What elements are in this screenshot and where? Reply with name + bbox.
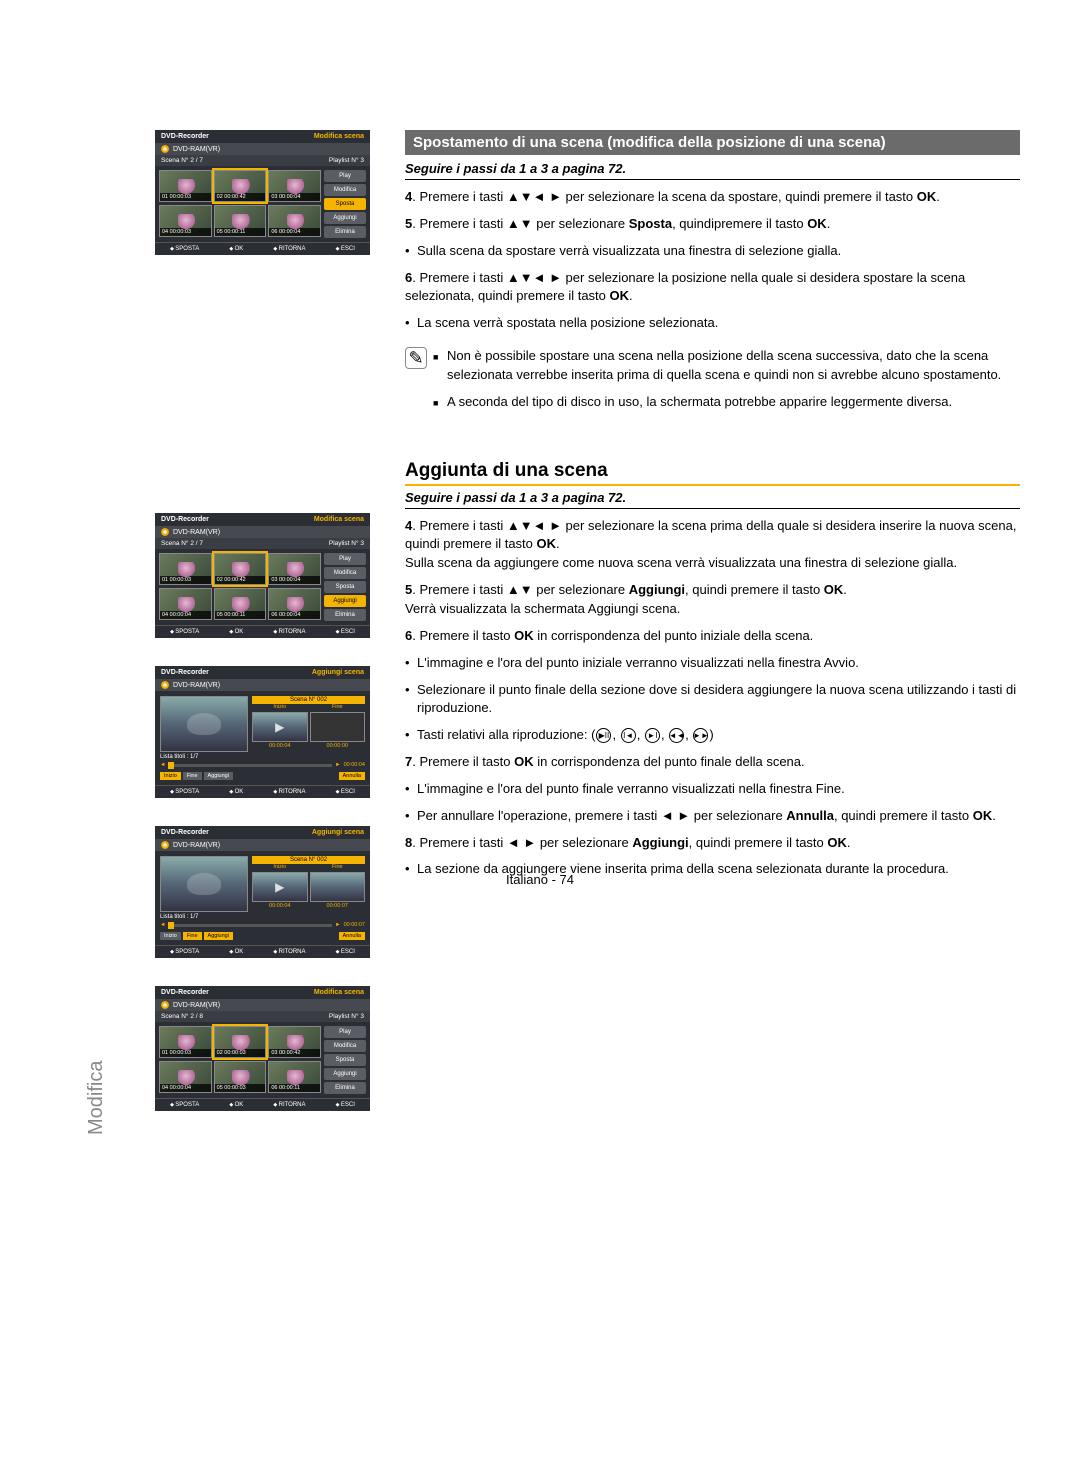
hdr-right: Modifica scena bbox=[314, 133, 364, 140]
scene-thumb: 01 00:00:03 bbox=[159, 170, 212, 202]
scene-thumb: 03 00:00:04 bbox=[268, 553, 321, 585]
page-number: Italiano - 74 bbox=[0, 872, 1080, 887]
panel-footer: SPOSTAOKRITORNAESCI bbox=[155, 242, 370, 255]
scene-thumb: 03 00:00:42 bbox=[268, 1026, 321, 1058]
scene-thumb: 01 00:00:03 bbox=[159, 1026, 212, 1058]
scene-thumb: 04 00:00:04 bbox=[159, 1061, 212, 1093]
scene-thumb: 01 00:00:03 bbox=[159, 553, 212, 585]
disc-icon bbox=[161, 528, 169, 536]
section2-title: Aggiunta di una scena bbox=[405, 460, 1020, 486]
screenshots-column: DVD-Recorder Modifica scena DVD-RAM(VR) S… bbox=[155, 130, 385, 1139]
section2-follow: Seguire i passi da 1 a 3 a pagina 72. bbox=[405, 490, 1020, 509]
disc-icon bbox=[161, 145, 169, 153]
scene-thumb: 06 00:00:11 bbox=[268, 1061, 321, 1093]
scene-thumb: 04 00:00:04 bbox=[159, 588, 212, 620]
section1-follow: Seguire i passi da 1 a 3 a pagina 72. bbox=[405, 161, 1020, 180]
scene-thumb: 02 00:00:03 bbox=[214, 1026, 267, 1058]
side-menu: Play Modifica Sposta Aggiungi Elimina bbox=[324, 170, 366, 238]
scene-thumb: 06 00:00:04 bbox=[268, 205, 321, 237]
disc-icon bbox=[161, 681, 169, 689]
section1-title: Spostamento di una scena (modifica della… bbox=[405, 130, 1020, 155]
panel-modifica-2: DVD-RecorderModifica scena DVD-RAM(VR) S… bbox=[155, 513, 370, 638]
hdr-left: DVD-Recorder bbox=[161, 133, 209, 140]
panel-aggiungi-1: DVD-RecorderAggiungi scena DVD-RAM(VR) S… bbox=[155, 666, 370, 798]
disc-icon bbox=[161, 1001, 169, 1009]
section2-steps: 4. Premere i tasti ▲▼◄ ► per selezionare… bbox=[405, 517, 1020, 880]
disc-icon bbox=[161, 841, 169, 849]
scene-thumb: 05 00:00:11 bbox=[214, 205, 267, 237]
scene-thumb: 05 00:00:11 bbox=[214, 588, 267, 620]
note-block: ✎ Non è possibile spostare una scena nel… bbox=[405, 347, 1020, 420]
scene-thumb: 02 00:00:42 bbox=[214, 553, 267, 585]
note-icon: ✎ bbox=[405, 347, 427, 369]
scene-thumb: 03 00:00:04 bbox=[268, 170, 321, 202]
panel-modifica-1: DVD-Recorder Modifica scena DVD-RAM(VR) S… bbox=[155, 130, 370, 255]
scene-thumb: 04 00:00:03 bbox=[159, 205, 212, 237]
text-column: Spostamento di una scena (modifica della… bbox=[405, 130, 1020, 879]
section1-steps: 4. Premere i tasti ▲▼◄ ► per selezionare… bbox=[405, 188, 1020, 333]
preview-thumb bbox=[160, 696, 248, 752]
scene-thumb: 05 00:00:03 bbox=[214, 1061, 267, 1093]
panel-aggiungi-2: DVD-RecorderAggiungi scena DVD-RAM(VR) S… bbox=[155, 826, 370, 958]
panel-modifica-3: DVD-RecorderModifica scena DVD-RAM(VR) S… bbox=[155, 986, 370, 1111]
scene-thumb: 02 00:00:42 bbox=[214, 170, 267, 202]
side-tab: Modifica bbox=[85, 1061, 108, 1135]
disc-label: DVD-RAM(VR) bbox=[173, 146, 220, 153]
scene-thumb: 06 00:00:04 bbox=[268, 588, 321, 620]
